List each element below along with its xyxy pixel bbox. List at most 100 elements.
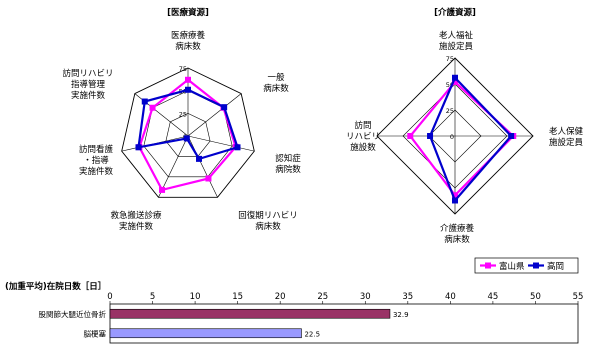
medical-radar-series-point [221,104,228,111]
bar-x-tick-label: 25 [317,292,328,302]
medical-radar-series-point [135,144,142,151]
medical-radar-series-point [196,155,203,162]
bar-value-label: 32.9 [393,311,409,319]
svg-text:病院数: 病院数 [275,164,301,175]
svg-text:指導管理: 指導管理 [71,79,106,90]
bar-x-tick-label: 35 [402,292,413,302]
bar-x-tick-label: 5 [150,292,155,302]
care-radar-series-line [408,80,515,197]
svg-text:病床数: 病床数 [175,41,201,52]
medical-radar-title: [医療資源] [167,7,209,18]
bar-x-tick-label: 50 [530,292,541,302]
bar-category-label: 脳梗塞 [84,328,107,338]
svg-text:訪問リハビリ: 訪問リハビリ [62,68,113,79]
svg-text:介護療養: 介護療養 [440,223,475,234]
medical-radar-gridline [121,67,255,198]
svg-text:一般: 一般 [267,72,285,83]
bar-value-label-bg [303,328,321,339]
care-radar-tick-label: 0 [450,133,454,141]
svg-text:施設定員: 施設定員 [549,137,584,148]
medical-radar-series-line [137,88,239,161]
bar-x-tick-label: 40 [445,292,456,302]
medical-resources-radar: [医療資源]0255075医療療養病床数一般病床数認知症病院数回復期リハビリ病床… [62,7,301,232]
legend-swatch-marker [533,262,539,269]
medical-radar-series-point [183,135,190,142]
svg-text:病床数: 病床数 [444,234,470,245]
medical-radar-spoke [187,135,255,152]
medical-radar-series-point [205,175,212,182]
svg-text:老人保健: 老人保健 [549,126,584,137]
medical-radar-tick-label: 75 [179,65,187,73]
svg-text:訪問: 訪問 [354,120,371,131]
svg-text:訪問看護: 訪問看護 [79,144,114,155]
bar-x-tick-label: 15 [232,292,243,302]
care-radar-series-point [452,197,458,204]
svg-text:老人福祉: 老人福祉 [439,30,474,41]
bar-value-label-bg [391,308,409,319]
medical-radar-series-point [141,98,148,105]
length-of-stay-bar-chart: (加重平均)在院日数［日］0 5 10 15 20 25 30 35 40 45 50 55 股関節大腿… [5,281,584,344]
medical-radar-series-line [138,78,237,192]
svg-text:実施件数: 実施件数 [71,90,106,101]
svg-text:実施件数: 実施件数 [79,166,114,177]
svg-text:認知症: 認知症 [275,153,301,164]
medical-radar-spoke [187,93,242,137]
svg-text:医療療養: 医療療養 [171,30,206,41]
medical-radar-series-point [234,144,241,151]
bar-x-tick-label: 45 [487,292,498,302]
care-radar-series-point [452,78,458,85]
bar-x-tick-label: 10 [190,292,201,302]
care-radar-series-point [508,133,515,139]
bar [109,328,302,339]
svg-text:施設定員: 施設定員 [439,41,474,52]
svg-text:病床数: 病床数 [263,83,289,94]
care-radar-series-point [427,133,434,139]
svg-text:回復期リハビリ: 回復期リハビリ [238,210,298,221]
legend-swatch-marker [485,262,491,269]
care-radar-series-point [407,133,414,139]
medical-radar-series-point [159,186,166,193]
legend-frame [474,257,579,274]
bar [109,308,391,319]
bar-x-tick-label: 0 [107,292,112,302]
medical-radar-series-point [149,104,156,111]
svg-text:救急搬送診療: 救急搬送診療 [110,210,162,221]
svg-text:施設数: 施設数 [350,142,376,153]
care-resources-radar: [介護資源]0255075老人福祉施設定員老人保健施設定員介護療養病床数訪問リハ… [346,7,584,245]
svg-text:病床数: 病床数 [255,221,281,232]
bar-x-tick-label: 55 [573,292,584,302]
bar-chart-title: (加重平均)在院日数［日］ [5,281,106,292]
bar-x-tick-label: 20 [275,292,286,302]
bar-value-label: 22.5 [304,330,320,338]
bar-x-tick-label: 30 [360,292,371,302]
legend: 富山県 高岡 [474,257,579,274]
svg-text:実施件数: 実施件数 [119,221,154,232]
care-radar-series-point [452,192,458,199]
care-radar-tick-label: 25 [446,107,454,115]
care-radar-title: [介護資源] [434,7,476,18]
svg-text:・指導: ・指導 [83,155,109,166]
medical-radar-spoke [187,135,218,198]
svg-text:リハビリ: リハビリ [346,132,380,142]
care-radar-tick-label: 75 [446,55,454,63]
legend-label: 富山県 [499,261,525,272]
medical-radar-gridline [165,113,211,157]
medical-radar-series-point [185,76,191,83]
medical-radar-tick-label: 25 [179,110,187,118]
bar-category-label: 股関節大腿近位骨折 [39,309,107,319]
care-radar-tick-label: 50 [446,81,454,89]
medical-radar-series-point [185,86,191,93]
care-radar-series-point [452,74,458,81]
